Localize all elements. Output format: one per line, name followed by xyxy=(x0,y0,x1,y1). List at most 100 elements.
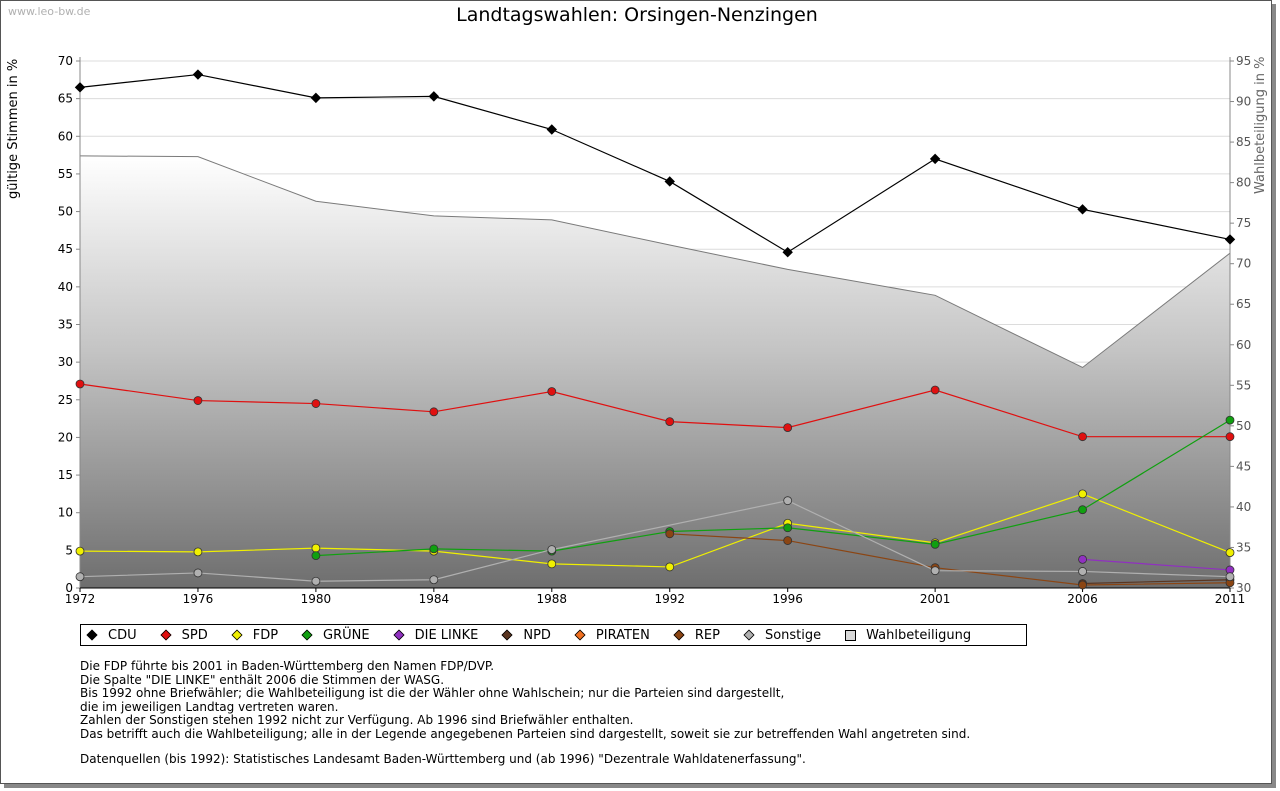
notes: Die FDP führte bis 2001 in Baden-Württem… xyxy=(80,659,971,741)
data-point xyxy=(1225,548,1235,558)
y-right-tick-label: 85 xyxy=(1236,135,1251,149)
data-point xyxy=(311,543,321,553)
site-watermark: www.leo-bw.de xyxy=(8,5,91,18)
y-tick-label: 5 xyxy=(65,543,73,557)
data-point xyxy=(1225,432,1235,442)
y-right-tick-label: 45 xyxy=(1236,459,1251,473)
y-tick-label: 65 xyxy=(58,92,73,106)
y-tick-label: 45 xyxy=(58,242,73,256)
y-right-tick-label: 35 xyxy=(1236,540,1251,554)
data-point xyxy=(193,568,203,578)
y-tick-label: 10 xyxy=(58,506,73,520)
data-point xyxy=(783,496,793,506)
x-tick-label: 1972 xyxy=(65,592,96,606)
data-point xyxy=(1078,567,1087,576)
turnout-area xyxy=(80,155,1230,589)
data-point xyxy=(547,559,557,569)
data-point xyxy=(429,544,439,554)
series-line xyxy=(1082,579,1231,585)
data-point xyxy=(1225,572,1235,582)
legend-diamond-icon xyxy=(160,629,172,641)
y-tick-label: 25 xyxy=(58,393,73,407)
y-tick-label: 30 xyxy=(58,355,73,369)
data-point xyxy=(429,575,439,585)
data-point xyxy=(311,551,321,561)
legend-item: FDP xyxy=(231,628,278,643)
series-line xyxy=(1082,558,1231,571)
legend-label: NPD xyxy=(523,627,551,643)
y-right-tick-label: 75 xyxy=(1236,216,1251,230)
note-line: Zahlen der Sonstigen stehen 1992 nicht z… xyxy=(80,713,634,727)
note-line: Bis 1992 ohne Briefwähler; die Wahlbetei… xyxy=(80,686,785,700)
series-line xyxy=(315,419,1231,557)
data-point xyxy=(546,124,558,135)
y-right-tick-label: 55 xyxy=(1236,378,1251,392)
data-point xyxy=(1077,204,1088,215)
x-tick-label: 1984 xyxy=(419,592,450,606)
legend-diamond-icon xyxy=(673,629,685,641)
legend-item: GRÜNE xyxy=(301,627,370,643)
legend-diamond-icon xyxy=(393,629,405,641)
y-tick-label: 15 xyxy=(58,468,73,482)
data-point xyxy=(75,572,85,582)
data-point xyxy=(930,385,940,395)
legend-diamond-icon xyxy=(574,629,586,641)
note-line: Das betrifft auch die Wahlbeteiligung; a… xyxy=(80,726,971,741)
data-point xyxy=(1224,234,1236,245)
legend-label: REP xyxy=(694,627,720,643)
x-tick-label: 2011 xyxy=(1215,592,1246,606)
note-line: Die Spalte "DIE LINKE" enthält 2006 die … xyxy=(80,672,445,687)
y-right-tick-label: 50 xyxy=(1236,419,1251,433)
legend-label: Wahlbeteiligung xyxy=(866,627,972,643)
legend-diamond-icon xyxy=(86,629,98,641)
legend-label: GRÜNE xyxy=(323,627,370,643)
y-right-tick-label: 40 xyxy=(1236,500,1251,514)
data-point xyxy=(1078,505,1087,515)
chart-plot: 0 5 10 15 20 25 30 35 40 45 50 55 60 65 70 30 35 40 45 50 55… xyxy=(58,54,1252,606)
data-point xyxy=(1078,432,1087,442)
data-point xyxy=(783,536,793,545)
series-line xyxy=(79,383,1230,438)
y-tick-label: 40 xyxy=(58,280,73,294)
y-tick-label: 55 xyxy=(58,167,73,181)
data-point xyxy=(429,407,439,417)
note-line: die im jeweiligen Landtag vertreten ware… xyxy=(80,699,339,714)
series-line xyxy=(79,493,1231,568)
legend-label: CDU xyxy=(108,627,137,643)
x-tick-label: 1996 xyxy=(772,592,803,606)
legend-diamond-icon xyxy=(743,629,755,641)
data-point xyxy=(310,92,322,104)
data-point xyxy=(193,547,203,557)
data-point xyxy=(665,417,675,427)
data-point xyxy=(311,399,321,408)
legend-square-icon xyxy=(845,629,857,641)
y-tick-label: 50 xyxy=(58,205,73,219)
data-point xyxy=(782,247,793,258)
legend-item: CDU xyxy=(86,627,137,643)
y-right-tick-label: 65 xyxy=(1236,297,1251,311)
y-tick-label: 70 xyxy=(58,54,73,68)
legend-item: Wahlbeteiligung xyxy=(845,628,971,643)
data-point xyxy=(930,539,940,549)
y-tick-label: 35 xyxy=(58,318,73,332)
y-tick-label: 0 xyxy=(65,581,73,595)
data-point xyxy=(75,546,85,556)
data-point xyxy=(1078,554,1087,564)
data-point xyxy=(75,379,85,389)
legend-item: Sonstige xyxy=(743,628,821,643)
legend-item: PIRATEN xyxy=(574,628,650,643)
chart-title: Landtagswahlen: Orsingen-Nenzingen xyxy=(456,4,818,26)
data-point xyxy=(1078,489,1087,499)
legend-diamond-icon xyxy=(501,629,513,641)
legend: CDU SPD FDP GRÜNE DIE LINKE NPD PIRATEN REP Sons… xyxy=(80,624,1027,646)
data-point xyxy=(783,523,793,533)
data-point xyxy=(664,176,675,187)
series-line xyxy=(79,73,1231,253)
legend-item: REP xyxy=(673,627,720,643)
x-tick-label: 2001 xyxy=(920,592,951,606)
data-point xyxy=(547,387,557,396)
data-point xyxy=(930,566,940,576)
data-point xyxy=(1225,415,1235,425)
data-source: Datenquellen (bis 1992): Statistisches L… xyxy=(80,752,806,766)
y-right-tick-label: 30 xyxy=(1236,581,1251,595)
